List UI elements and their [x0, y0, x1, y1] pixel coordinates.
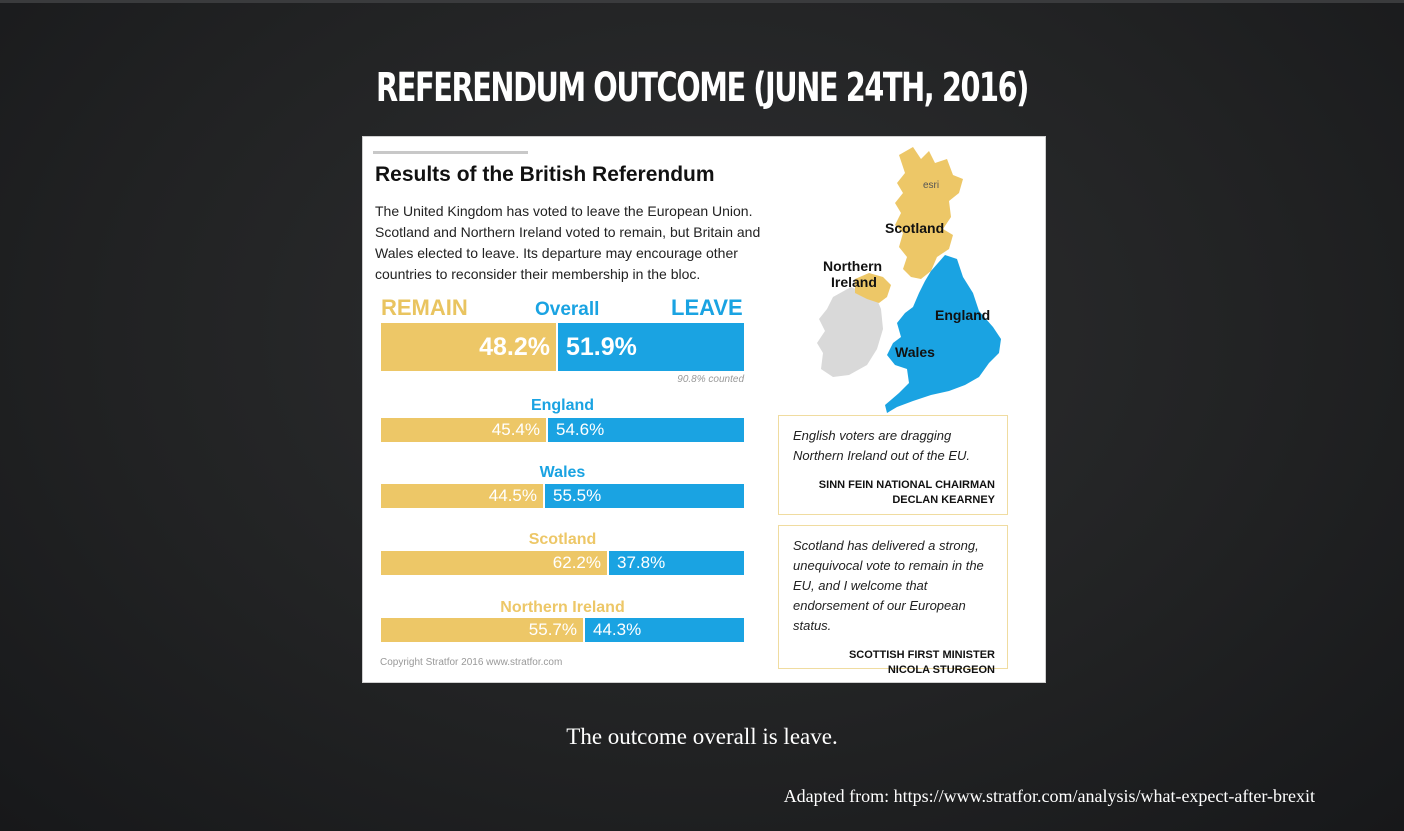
scotland-leave-value: 37.8% [607, 551, 744, 575]
quote-author-title-2: SCOTTISH FIRST MINISTER [848, 649, 995, 661]
remain-label: REMAIN [381, 295, 468, 320]
region-label-wales: Wales [539, 464, 586, 481]
region-bar-northern-ireland: 55.7% 44.3% [381, 618, 744, 642]
source-link[interactable]: Adapted from: https://www.stratfor.com/a… [783, 786, 1315, 806]
esri-logo: esri [923, 180, 939, 191]
quote-box-1: English voters are dragging Northern Ire… [778, 415, 1008, 515]
england-shape [885, 255, 1001, 413]
uk-map: esri Scotland Northern Ireland England W… [817, 147, 1001, 413]
region-bar-england: 45.4% 54.6% [381, 418, 744, 442]
slide-title: REFERENDUM OUTCOME (JUNE 24TH, 2016) [376, 65, 1029, 111]
overall-remain-value: 48.2% [381, 323, 556, 371]
infographic-card: Results of the British Referendum The Un… [362, 136, 1046, 683]
copyright-text: Copyright Stratfor 2016 www.stratfor.com [380, 657, 563, 668]
leave-label: LEAVE [671, 295, 743, 320]
map-label-northern: Northern [823, 258, 882, 274]
header-rule [373, 151, 528, 154]
map-label-scotland: Scotland [885, 220, 944, 236]
overall-bar: 48.2% 51.9% [381, 323, 744, 371]
infographic-title: Results of the British Referendum [375, 163, 715, 186]
scotland-shape [895, 147, 963, 279]
intro-text: The United Kingdom has voted to leave th… [375, 203, 761, 282]
overall-label: Overall [535, 299, 600, 320]
england-remain-value: 45.4% [381, 418, 546, 442]
region-label-scotland: Scotland [528, 531, 597, 548]
quote-text-2: Scotland has delivered a strong, unequiv… [793, 538, 984, 633]
map-label-wales: Wales [895, 344, 935, 360]
map-label-ireland: Ireland [831, 274, 877, 290]
counted-note: 90.8% counted [677, 374, 744, 385]
top-border [0, 0, 1404, 3]
quote-box-2: Scotland has delivered a strong, unequiv… [778, 525, 1008, 676]
ireland-shape [817, 287, 883, 377]
map-label-england: England [935, 307, 990, 323]
northern-ireland-leave-value: 44.3% [583, 618, 744, 642]
quote-text-1: English voters are dragging Northern Ire… [793, 428, 971, 463]
region-bar-scotland: 62.2% 37.8% [381, 551, 744, 575]
region-bar-wales: 44.5% 55.5% [381, 484, 744, 508]
wales-remain-value: 44.5% [381, 484, 543, 508]
overall-leave-value: 51.9% [556, 323, 744, 371]
region-label-england: England [530, 397, 595, 414]
slide-caption: The outcome overall is leave. [566, 724, 838, 749]
england-leave-value: 54.6% [546, 418, 744, 442]
quote-author-title-1: SINN FEIN NATIONAL CHAIRMAN [818, 479, 995, 491]
wales-leave-value: 55.5% [543, 484, 744, 508]
scotland-remain-value: 62.2% [381, 551, 607, 575]
northern-ireland-remain-value: 55.7% [381, 618, 583, 642]
region-label-northern-ireland: Northern Ireland [500, 599, 625, 616]
quote-author-name-2: NICOLA STURGEON [887, 664, 995, 676]
northern-ireland-shape [855, 273, 891, 303]
quote-author-name-1: DECLAN KEARNEY [892, 494, 995, 506]
